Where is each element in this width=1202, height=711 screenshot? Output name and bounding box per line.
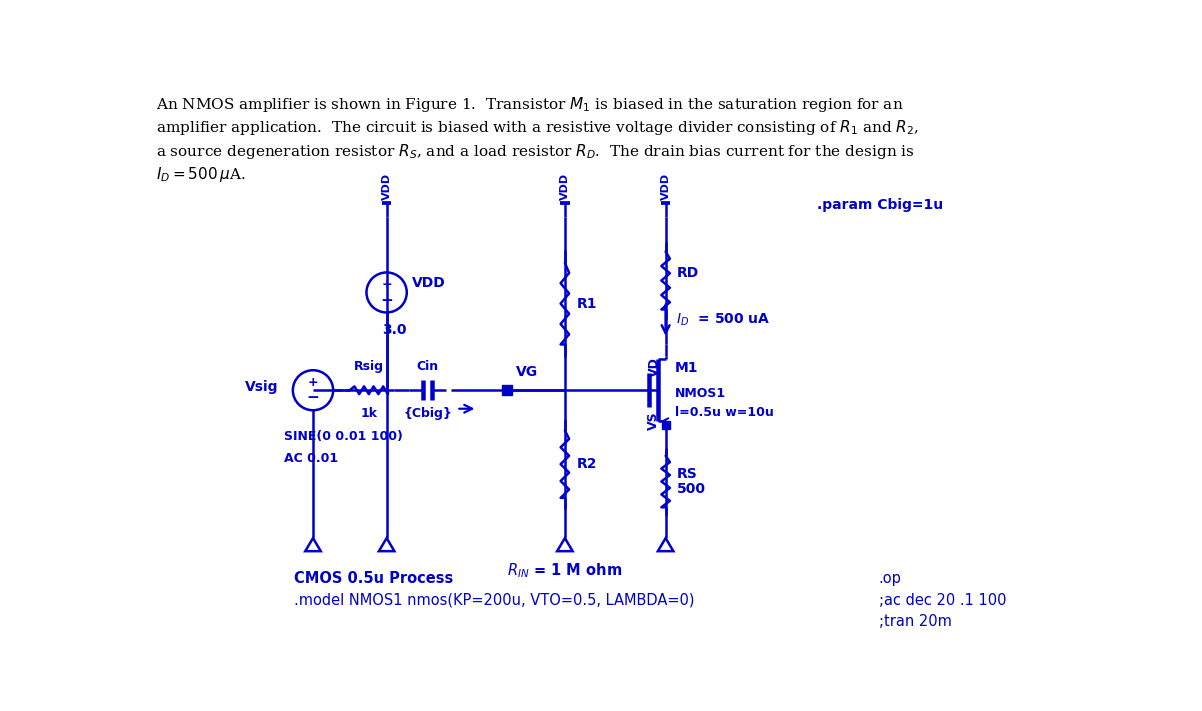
Text: 1k: 1k [361, 407, 377, 420]
Text: M1: M1 [676, 361, 698, 375]
Text: NMOS1: NMOS1 [676, 387, 726, 400]
Text: ;tran 20m: ;tran 20m [879, 614, 952, 629]
Text: $I_D$  = 500 uA: $I_D$ = 500 uA [677, 312, 770, 328]
Text: a source degeneration resistor $R_S$, and a load resistor $R_D$.  The drain bias: a source degeneration resistor $R_S$, an… [156, 141, 915, 161]
Text: AC 0.01: AC 0.01 [284, 451, 338, 465]
Text: .op: .op [879, 571, 902, 586]
Text: RD: RD [677, 266, 700, 280]
Text: $I_D = 500\,\mu$A.: $I_D = 500\,\mu$A. [156, 165, 245, 183]
Text: −: − [380, 293, 393, 308]
Text: 3.0: 3.0 [382, 324, 406, 337]
Text: VDD: VDD [661, 173, 671, 200]
Text: −: − [307, 390, 320, 405]
Text: l=0.5u w=10u: l=0.5u w=10u [676, 406, 774, 419]
Text: +: + [381, 278, 392, 292]
Text: +: + [308, 376, 319, 389]
Text: Rsig: Rsig [353, 360, 383, 373]
Text: VS: VS [647, 412, 660, 430]
Text: ;ac dec 20 .1 100: ;ac dec 20 .1 100 [879, 593, 1006, 608]
Text: Vsig: Vsig [245, 380, 278, 394]
Text: SINE(0 0.01 100): SINE(0 0.01 100) [284, 430, 403, 443]
Text: amplifier application.  The circuit is biased with a resistive voltage divider c: amplifier application. The circuit is bi… [156, 119, 918, 137]
Text: VDD: VDD [381, 173, 392, 200]
Text: VD: VD [648, 357, 661, 377]
Text: 500: 500 [677, 482, 707, 496]
Text: .model NMOS1 nmos(KP=200u, VTO=0.5, LAMBDA=0): .model NMOS1 nmos(KP=200u, VTO=0.5, LAMB… [293, 593, 694, 608]
Text: Cin: Cin [417, 360, 439, 373]
Text: RS: RS [677, 467, 698, 481]
Text: R2: R2 [577, 457, 597, 471]
Text: {Cbig}: {Cbig} [403, 407, 452, 420]
Text: VG: VG [516, 365, 538, 380]
Text: R1: R1 [577, 296, 597, 311]
Text: CMOS 0.5u Process: CMOS 0.5u Process [293, 571, 453, 586]
Text: VDD: VDD [412, 276, 446, 290]
Text: .param Cbig=1u: .param Cbig=1u [816, 198, 942, 213]
Text: $R_{IN}$ = 1 M ohm: $R_{IN}$ = 1 M ohm [507, 561, 623, 580]
Text: An NMOS amplifier is shown in Figure 1.  Transistor $M_1$ is biased in the satur: An NMOS amplifier is shown in Figure 1. … [156, 95, 903, 114]
Text: VDD: VDD [560, 173, 570, 200]
